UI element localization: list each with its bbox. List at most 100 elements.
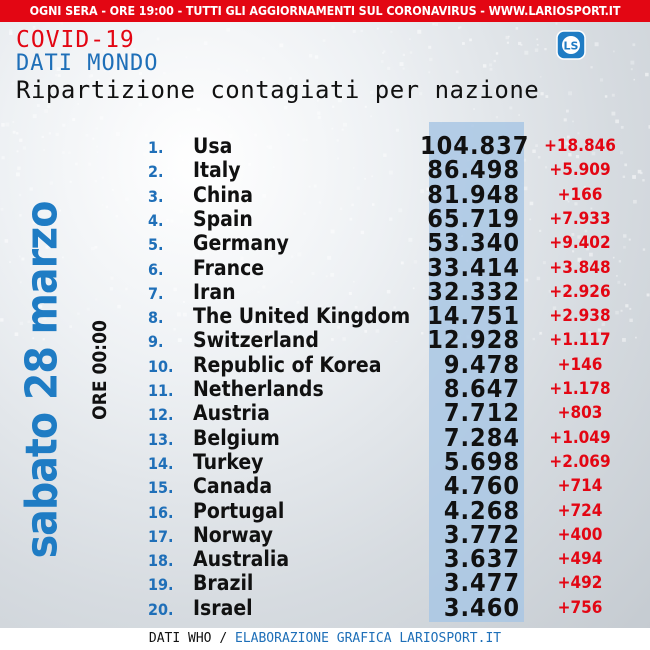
- footer-separator: /: [211, 631, 235, 646]
- table-row: 20. Israel 3.460 +756: [0, 593, 650, 622]
- total-cases: 32.332: [427, 276, 520, 306]
- world-map-dots-background: [0, 22, 650, 342]
- top-banner: OGNI SERA - ORE 19:00 - TUTTI GLI AGGIOR…: [0, 0, 650, 22]
- table-row: 14. Turkey 5.698 +2.069: [0, 447, 650, 476]
- country-name: Iran: [193, 279, 236, 304]
- daily-increase: +756: [557, 597, 603, 618]
- total-cases: 104.837: [420, 131, 530, 160]
- table-row: 4. Spain 65.719 +7.933: [0, 204, 650, 233]
- total-cases: 8.647: [443, 374, 520, 403]
- country-name: Germany: [193, 231, 289, 256]
- daily-increase: +2.069: [549, 451, 611, 472]
- rank-number: 1.: [148, 138, 164, 157]
- country-name: China: [193, 182, 253, 207]
- daily-increase: +1.117: [549, 330, 611, 351]
- country-name: Italy: [193, 158, 241, 183]
- country-name: Netherlands: [193, 377, 324, 401]
- country-name: Brazil: [193, 571, 254, 596]
- country-name: Republic of Korea: [193, 352, 382, 377]
- rank-number: 9.: [148, 332, 164, 352]
- total-cases: 5.698: [443, 446, 520, 476]
- footer: DATI WHO / ELABORAZIONE GRAFICA LARIOSPO…: [0, 628, 650, 650]
- logo-text: LS: [564, 40, 579, 53]
- total-cases: 4.268: [443, 495, 520, 525]
- daily-increase: +7.933: [549, 208, 611, 229]
- rank-number: 10.: [148, 356, 174, 376]
- rank-number: 19.: [148, 575, 174, 595]
- total-cases: 3.477: [443, 568, 520, 598]
- table-row: 11. Netherlands 8.647 +1.178: [0, 374, 650, 403]
- rank-number: 3.: [148, 186, 164, 206]
- daily-increase: +2.926: [549, 281, 611, 302]
- daily-increase: +3.848: [549, 257, 611, 278]
- total-cases: 4.760: [443, 471, 520, 501]
- total-cases: 12.928: [427, 325, 520, 355]
- country-name: Israel: [193, 595, 253, 620]
- table-row: 16. Portugal 4.268 +724: [0, 496, 650, 525]
- daily-increase: +803: [557, 403, 603, 424]
- daily-increase: +714: [557, 476, 603, 497]
- total-cases: 3.460: [443, 592, 520, 622]
- country-name: France: [193, 255, 265, 280]
- total-cases: 65.719: [427, 203, 520, 233]
- daily-increase: +1.178: [549, 379, 611, 399]
- rank-number: 5.: [148, 235, 164, 255]
- country-name: Switzerland: [193, 328, 319, 353]
- rank-number: 7.: [148, 283, 164, 303]
- rank-number: 11.: [148, 381, 174, 400]
- total-cases: 81.948: [427, 179, 520, 209]
- daily-increase: +400: [557, 524, 603, 545]
- title-ripartizione: Ripartizione contagiati per nazione: [16, 76, 540, 104]
- table-row: 19. Brazil 3.477 +492: [0, 568, 650, 597]
- rank-number: 18.: [148, 551, 174, 571]
- daily-increase: +2.938: [549, 306, 611, 327]
- rank-number: 6.: [148, 259, 164, 279]
- rank-number: 2.: [148, 162, 164, 182]
- total-cases: 7.712: [443, 398, 520, 428]
- daily-increase: +146: [557, 354, 603, 375]
- table-row: 12. Austria 7.712 +803: [0, 398, 650, 427]
- title-covid: COVID-19: [16, 27, 135, 53]
- country-name: Usa: [193, 134, 233, 158]
- country-name: Canada: [193, 474, 273, 499]
- total-cases: 9.478: [443, 349, 520, 379]
- total-cases: 7.284: [443, 422, 520, 452]
- table-row: 6. France 33.414 +3.848: [0, 253, 650, 282]
- country-name: Austria: [193, 401, 270, 426]
- total-cases: 3.772: [443, 519, 520, 549]
- cases-column-highlight: [429, 122, 524, 622]
- total-cases: 14.751: [427, 301, 520, 331]
- daily-increase: +18.846: [544, 136, 616, 156]
- total-cases: 53.340: [427, 228, 520, 258]
- table-row: 1. Usa 104.837 +18.846: [0, 131, 650, 160]
- rank-number: 13.: [148, 429, 174, 449]
- daily-increase: +9.402: [549, 233, 611, 254]
- table-row: 9. Switzerland 12.928 +1.117: [0, 325, 650, 354]
- daily-increase: +1.049: [549, 427, 611, 448]
- table-row: 2. Italy 86.498 +5.909: [0, 155, 650, 184]
- country-name: Spain: [193, 206, 253, 231]
- title-dati-mondo: DATI MONDO: [16, 51, 159, 76]
- lariosport-logo-icon: LS: [556, 30, 586, 60]
- table-row: 17. Norway 3.772 +400: [0, 520, 650, 549]
- rank-number: 20.: [148, 599, 174, 619]
- country-name: The United Kingdom: [193, 304, 411, 329]
- table-row: 3. China 81.948 +166: [0, 180, 650, 209]
- table-row: 5. Germany 53.340 +9.402: [0, 228, 650, 257]
- daily-increase: +5.909: [549, 160, 611, 181]
- country-name: Australia: [193, 547, 290, 572]
- daily-increase: +166: [557, 184, 603, 205]
- table-row: 18. Australia 3.637 +494: [0, 544, 650, 573]
- country-name: Turkey: [193, 449, 264, 474]
- footer-credit: ELABORAZIONE GRAFICA LARIOSPORT.IT: [235, 631, 502, 646]
- total-cases: 3.637: [443, 544, 520, 574]
- table-row: 10. Republic of Korea 9.478 +146: [0, 350, 650, 379]
- rank-number: 12.: [148, 405, 174, 425]
- country-name: Belgium: [193, 425, 280, 450]
- daily-increase: +724: [557, 500, 603, 521]
- table-row: 8. The United Kingdom 14.751 +2.938: [0, 301, 650, 330]
- rank-number: 17.: [148, 526, 174, 546]
- daily-increase: +492: [557, 573, 603, 594]
- rank-number: 15.: [148, 478, 174, 498]
